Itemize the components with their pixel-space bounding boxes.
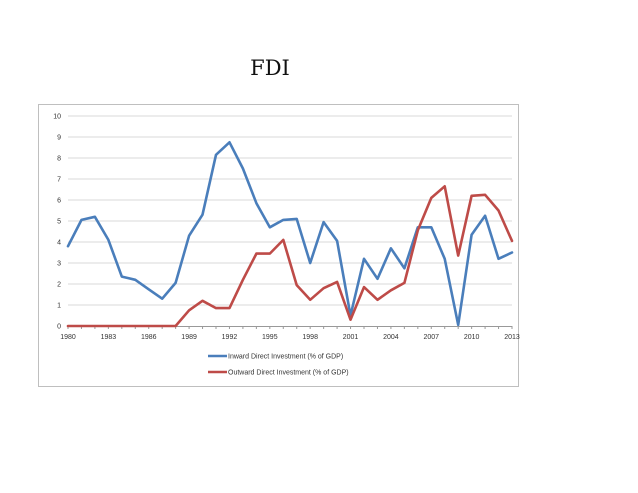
y-tick-label: 3 (57, 261, 61, 268)
legend-label: Inward Direct Investment (% of GDP) (228, 354, 343, 361)
x-axis-ticks: 1980 1983 1986 1989 1992 1995 1998 2001 2004 2007… (60, 326, 520, 341)
series-line-inward (66, 141, 514, 327)
x-tick-label: 2010 (464, 334, 480, 341)
y-tick-label: 6 (57, 198, 61, 205)
x-tick-label: 1983 (101, 334, 117, 341)
x-tick-label: 2013 (504, 334, 520, 341)
y-tick-label: 8 (57, 156, 61, 163)
x-tick-label: 1995 (262, 334, 278, 341)
legend-label: Outward Direct Investment (% of GDP) (228, 370, 349, 377)
y-tick-label: 4 (57, 240, 61, 247)
x-tick-label: 1980 (60, 334, 76, 341)
y-tick-label: 9 (57, 135, 61, 142)
y-tick-label: 1 (57, 303, 61, 310)
x-tick-label: 1986 (141, 334, 157, 341)
y-tick-label: 5 (57, 219, 61, 226)
x-tick-label: 1989 (181, 334, 197, 341)
y-tick-label: 7 (57, 177, 61, 184)
y-tick-label: 0 (57, 324, 61, 331)
series-lines (66, 141, 514, 328)
y-tick-label: 10 (53, 114, 61, 121)
slide-title: FDI (250, 56, 290, 80)
x-tick-label: 2007 (423, 334, 439, 341)
x-tick-label: 2004 (383, 334, 399, 341)
x-tick-label: 1998 (302, 334, 318, 341)
legend: Inward Direct Investment (% of GDP) Outwa… (208, 354, 349, 377)
x-tick-label: 1992 (222, 334, 238, 341)
x-tick-label: 2001 (343, 334, 359, 341)
y-axis-ticks: 0 1 2 3 4 5 6 7 8 9 10 (53, 114, 61, 331)
series-line-outward (66, 185, 514, 328)
y-tick-label: 2 (57, 282, 61, 289)
